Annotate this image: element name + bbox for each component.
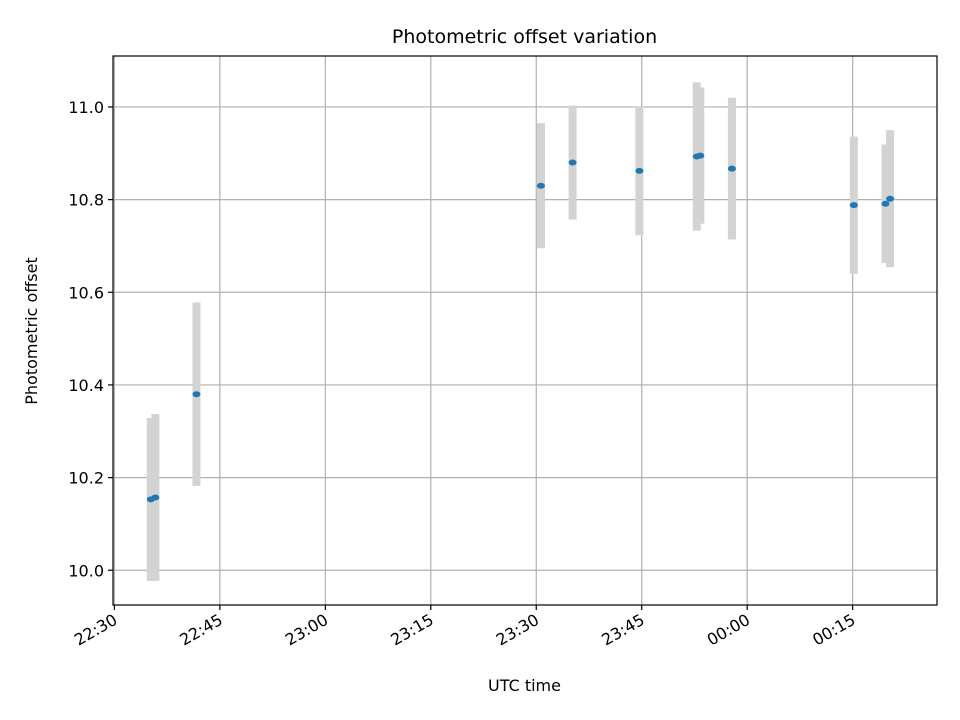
x-tick-label: 23:15	[387, 610, 436, 650]
y-axis-ticks: 10.0 10.2 10.4 10.6 10.8 11.0	[68, 98, 113, 580]
data-points	[146, 152, 895, 503]
x-tick-label: 22:30	[71, 610, 120, 650]
x-axis-ticks: 22:30 22:45 23:00 23:15 23:30 23:45 00:00 00:15	[71, 605, 859, 650]
grid	[113, 56, 937, 605]
y-tick-label: 10.6	[68, 283, 104, 302]
data-point	[881, 200, 890, 207]
data-point	[568, 159, 577, 166]
data-point	[886, 195, 895, 202]
error-bars	[146, 82, 895, 581]
data-point	[727, 165, 736, 172]
y-tick-label: 10.8	[68, 191, 104, 210]
x-tick-label: 22:45	[176, 610, 225, 650]
y-axis-label: Photometric offset	[22, 257, 41, 405]
x-tick-label: 00:00	[704, 610, 753, 650]
plot-frame	[112, 55, 938, 606]
data-point	[536, 182, 545, 189]
x-tick-label: 23:30	[493, 610, 542, 650]
x-axis-label: UTC time	[488, 676, 561, 695]
data-point	[192, 391, 201, 398]
data-point	[696, 152, 705, 159]
x-tick-label: 00:15	[809, 610, 858, 650]
data-point	[151, 494, 160, 501]
data-point	[635, 167, 644, 174]
y-tick-label: 11.0	[68, 98, 104, 117]
y-tick-label: 10.4	[68, 376, 104, 395]
chart-title: Photometric offset variation	[392, 26, 657, 48]
x-tick-label: 23:00	[282, 610, 331, 650]
y-tick-label: 10.0	[68, 561, 104, 580]
y-tick-label: 10.2	[68, 469, 104, 488]
data-point	[849, 202, 858, 209]
x-tick-label: 23:45	[598, 610, 647, 650]
